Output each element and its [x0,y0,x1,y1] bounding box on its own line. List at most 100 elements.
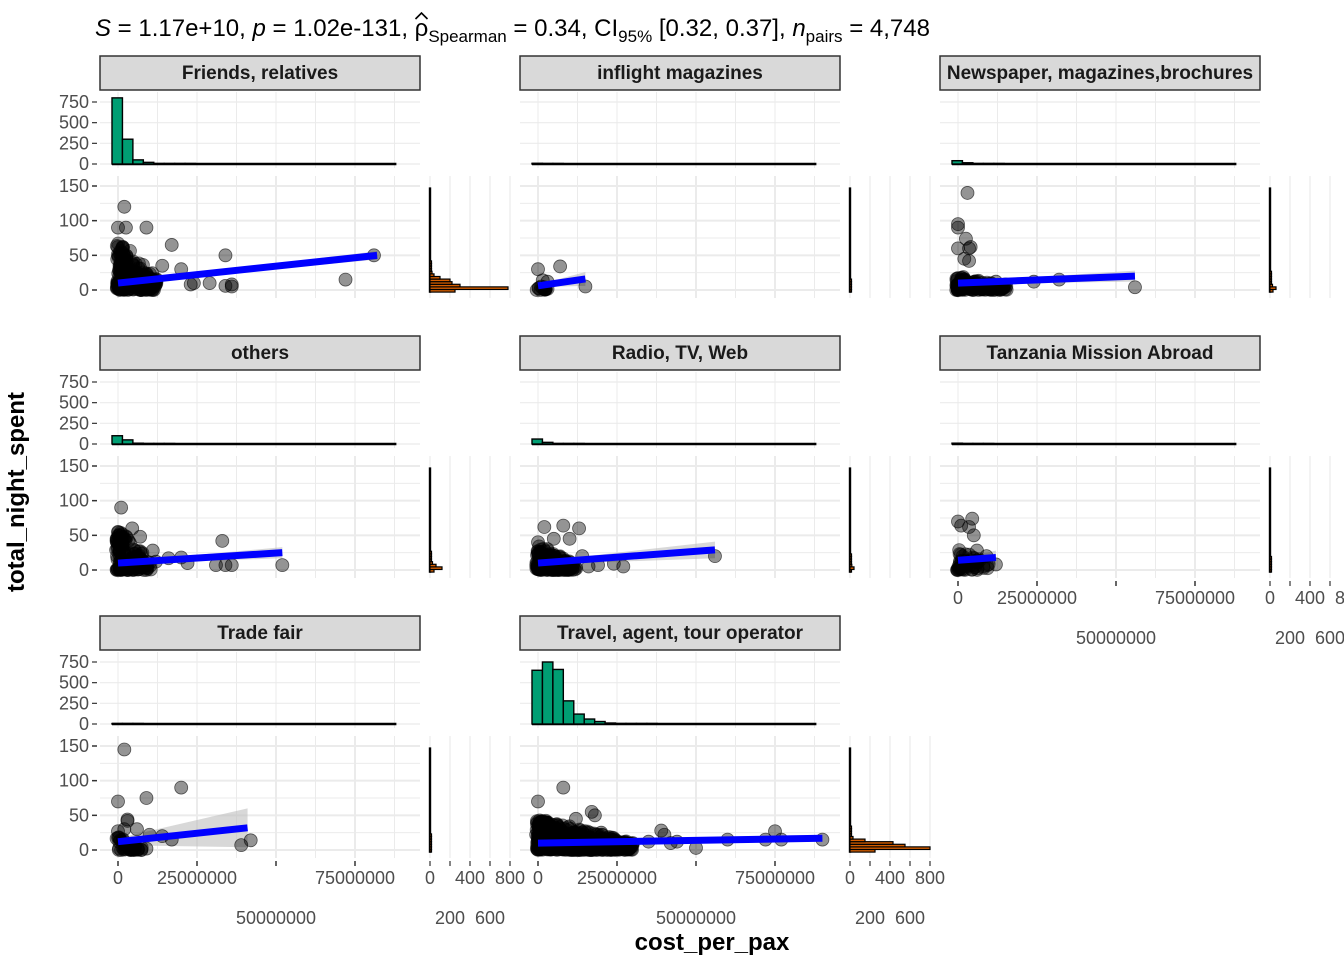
regression-line [537,834,823,847]
scatter-point [243,833,258,848]
right-hist-tick-label: 0 [845,868,855,888]
top-hist-tick-label: 0 [79,434,89,454]
y-tick-label: 0 [79,840,89,860]
scatter-point [117,199,132,214]
x-hist-bar [132,442,145,445]
x-hist-bar [541,661,554,725]
scatter-point [569,811,583,826]
x-hist-bar [121,138,134,165]
x-hist-bar [132,159,145,165]
stat-p-eq: = [266,15,293,42]
scatter-point [123,243,137,258]
y-tick-label: 100 [59,771,89,791]
scatter-point [115,239,130,254]
right-hist-tick-label: 0 [1265,588,1275,608]
facet-strip [519,55,841,91]
facet-panel: inflight magazines [519,55,931,298]
x-hist-bar [531,669,544,725]
x-hist-bar [142,161,155,165]
scatter-point [139,791,154,805]
x-tick-label: 0 [533,868,543,888]
scatter-point [552,820,566,835]
stats-subtitle: S = 1.17e+10, p = 1.02e-131, ρSpearman =… [95,15,930,46]
x-hist-bar [531,162,544,165]
facet-strip-label: Trade fair [217,623,303,644]
sep-3: , [581,15,594,42]
regression-line [117,549,283,567]
right-hist-tick-label: 800 [915,868,945,888]
stat-n-eq: = [843,15,870,42]
stat-ci-sub: 95% [618,27,652,46]
x-hist-bar [573,713,585,725]
scatter-point [962,520,976,534]
right-hist-tick-label: 800 [1335,588,1344,608]
stat-s-value: 1.17e+10 [138,15,239,42]
top-hist-tick-label: 250 [59,413,89,433]
facet-strip-label: others [231,343,289,364]
stat-rho-eq: = [507,15,534,42]
scatter-point [174,780,189,795]
scatter-point [139,220,154,235]
scatter-point [224,279,239,294]
facet-panels: Friends, relatives0501001507505002500inf… [59,55,1344,928]
facet-panel: Tanzania Mission Abroad 0 25000000 50000000… [939,335,1344,648]
facet-strip [99,615,421,651]
stat-rho-sub: Spearman [428,27,506,46]
x-hist-bar [111,97,124,165]
scatter-point [1128,280,1142,295]
x-hist-bar [121,439,134,445]
x-hist-bar [961,162,974,165]
y-hist-bar [849,278,853,283]
scatter-point [114,500,129,515]
top-hist-tick-label: 0 [79,714,89,734]
scatter-point [116,531,131,546]
stat-ci-space [652,15,659,42]
scatter-point [130,822,144,837]
y-axis-title: total_night_spent [3,392,30,592]
facet-panel: Newspaper, magazines,brochures [939,55,1331,298]
right-hist-tick-label: 400 [455,868,485,888]
scatter-point [965,511,980,526]
facet-strip [519,615,841,651]
scatter-point [117,742,132,757]
y-tick-label: 50 [69,525,89,545]
facet-strip [519,335,841,371]
y-hist-bar [849,825,853,830]
x-hist-bar [951,442,964,445]
scatter-point [164,238,179,252]
y-hist-bar [429,550,433,555]
scatter-point [275,558,290,573]
scatter-point [616,559,631,574]
right-hist-tick-label: 400 [875,868,905,888]
top-hist-tick-label: 250 [59,693,89,713]
regression-line [117,824,248,846]
facet-panel: Radio, TV, Web [519,335,931,578]
sep-4: , [779,15,792,42]
facet-strip-label: Tanzania Mission Abroad [987,343,1214,364]
scatter-point [202,276,217,290]
right-hist-tick-label: 800 [495,868,525,888]
x-tick-label: 50000000 [1076,628,1156,648]
y-tick-label: 0 [79,280,89,300]
y-tick-label: 150 [59,176,89,196]
y-tick-label: 50 [69,805,89,825]
right-hist-tick-label: 600 [475,908,505,928]
x-hist-bar [552,668,565,725]
x-hist-bar [583,718,596,725]
rho-hat-glyph [414,11,429,20]
scatter-point [111,220,125,235]
facet-strip-label: Travel, agent, tour operator [557,623,804,644]
facet-strip-label: Radio, TV, Web [612,343,748,364]
x-tick-label: 75000000 [1155,588,1235,608]
facet-strip [939,55,1261,91]
scatter-point [215,533,230,548]
scatter-point [128,543,142,558]
top-hist-tick-label: 750 [59,92,89,112]
scatter-point [962,253,976,268]
right-hist-tick-label: 400 [1295,588,1325,608]
facet-panel: Travel, agent, tour operator 0 25000000 500… [519,615,945,928]
regression-line [957,554,997,564]
scatter-point [145,543,160,558]
scatter-point [556,780,571,795]
